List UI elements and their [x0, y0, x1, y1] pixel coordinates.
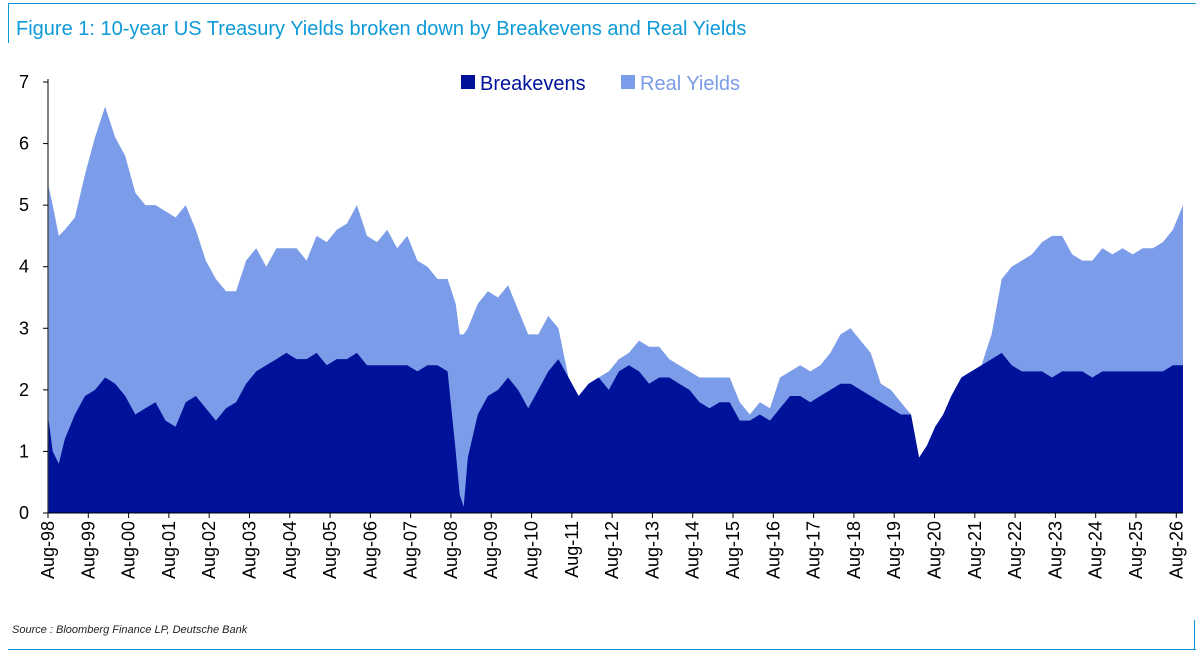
x-tick-label: Aug-15	[723, 521, 743, 579]
y-tick-label: 0	[19, 503, 29, 523]
x-tick-label: Aug-10	[522, 521, 542, 579]
x-tick-label: Aug-16	[763, 521, 783, 579]
x-tick-label: Aug-21	[965, 521, 985, 579]
x-tick-label: Aug-19	[884, 521, 904, 579]
frame-top-border	[8, 3, 1196, 4]
x-tick-label: Aug-00	[119, 521, 139, 579]
series-area-breakevens	[48, 352, 1183, 513]
x-tick-label: Aug-25	[1126, 521, 1146, 579]
x-axis-ticks: Aug-98 Aug-99 Aug-00 Aug-01 Aug-02 Aug-03 Aug-…	[38, 513, 1186, 579]
x-tick-label: Aug-08	[441, 521, 461, 579]
y-axis-ticks: 0 1 2 3 4 5 6 7	[19, 72, 48, 523]
y-tick-label: 1	[19, 441, 29, 461]
x-tick-label: Aug-23	[1045, 521, 1065, 579]
x-tick-label: Aug-18	[844, 521, 864, 579]
legend-swatch-breakevens	[461, 75, 475, 89]
x-tick-label: Aug-24	[1086, 521, 1106, 579]
chart-title: Figure 1: 10-year US Treasury Yields bro…	[16, 18, 747, 40]
chart-areas	[48, 106, 1183, 513]
x-tick-label: Aug-99	[78, 521, 98, 579]
y-tick-label: 3	[19, 318, 29, 338]
chart-axes	[47, 79, 1183, 514]
x-tick-label: Aug-98	[38, 521, 58, 579]
y-tick-label: 4	[19, 257, 29, 277]
legend-label-real-yields: Real Yields	[640, 73, 740, 95]
x-tick-label: Aug-12	[602, 521, 622, 579]
x-tick-label: Aug-26	[1166, 521, 1186, 579]
y-tick-label: 5	[19, 195, 29, 215]
x-tick-label: Aug-04	[280, 521, 300, 579]
x-tick-label: Aug-22	[1005, 521, 1025, 579]
frame-right-border	[1194, 620, 1195, 650]
x-tick-label: Aug-13	[642, 521, 662, 579]
x-tick-label: Aug-17	[804, 521, 824, 579]
legend-label-breakevens: Breakevens	[480, 73, 586, 95]
x-tick-label: Aug-02	[199, 521, 219, 579]
x-tick-label: Aug-07	[401, 521, 421, 579]
source-note: Source : Bloomberg Finance LP, Deutsche …	[12, 624, 248, 636]
y-tick-label: 2	[19, 380, 29, 400]
x-tick-label: Aug-01	[159, 521, 179, 579]
frame-bottom-border	[8, 649, 1196, 650]
chart-legend: Breakevens Real Yields	[461, 73, 740, 95]
x-tick-label: Aug-09	[481, 521, 501, 579]
y-tick-label: 7	[19, 72, 29, 92]
y-tick-label: 6	[19, 134, 29, 154]
x-tick-label: Aug-06	[360, 521, 380, 579]
x-tick-label: Aug-03	[239, 521, 259, 579]
frame-left-border	[8, 3, 9, 43]
x-tick-label: Aug-05	[320, 521, 340, 579]
x-tick-label: Aug-20	[924, 521, 944, 579]
x-tick-label: Aug-14	[683, 521, 703, 579]
x-tick-label: Aug-11	[562, 521, 582, 578]
legend-swatch-real-yields	[621, 75, 635, 89]
